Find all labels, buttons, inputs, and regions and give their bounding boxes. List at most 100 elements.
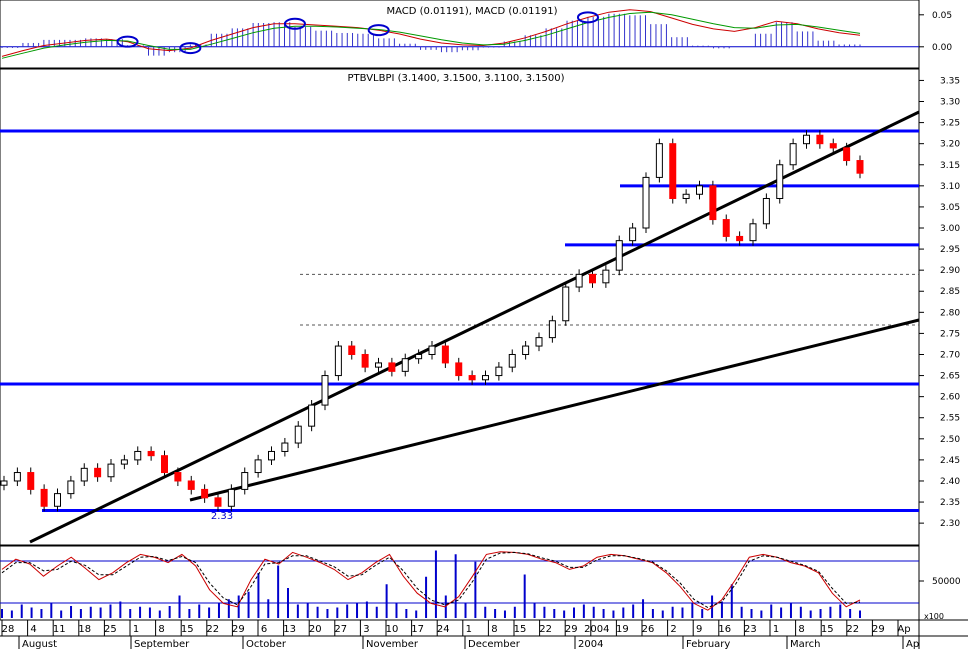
candle-body: [54, 493, 61, 507]
price-tick-label: 2.95: [940, 245, 960, 255]
trend-line-steep: [29, 110, 920, 544]
candle-body: [80, 467, 88, 482]
candle-body: [134, 450, 142, 461]
price-tick-label: 2.70: [940, 350, 960, 360]
candle-body: [348, 345, 356, 355]
day-tick-label: 29: [232, 624, 245, 635]
month-label: October: [246, 639, 287, 649]
candle-body: [562, 286, 570, 322]
price-tick-label: 2.40: [940, 477, 960, 487]
candle-body: [816, 134, 824, 145]
macd-signal-line: [1, 11, 861, 59]
day-tick-label: 15: [181, 624, 194, 635]
candle-body: [428, 345, 436, 355]
candle-body: [13, 472, 21, 482]
month-label: 2004: [578, 639, 603, 649]
day-tick-label: 24: [437, 624, 450, 635]
day-tick-label: Ap: [897, 624, 910, 635]
candle-body: [575, 273, 583, 288]
candle-body: [843, 147, 851, 162]
candle-body: [361, 353, 369, 368]
candle-body: [40, 488, 48, 507]
price-tick-label: 2.75: [940, 329, 960, 339]
candle-body: [776, 164, 784, 199]
day-tick-label: 23: [744, 624, 757, 635]
macd-title: MACD (0.01191), MACD (0.01191): [387, 6, 558, 17]
candle-body: [455, 362, 463, 377]
candle-body: [107, 463, 115, 478]
month-label: November: [366, 639, 419, 649]
price-tick-label: 3.10: [940, 182, 960, 192]
price-tick-label: 2.60: [940, 393, 960, 403]
candle-body: [334, 345, 342, 377]
candle-body: [294, 425, 302, 444]
stochastic-d-line: [1, 551, 861, 609]
volume-tick-label: 50000: [932, 577, 961, 587]
day-tick-label: 28: [2, 624, 15, 635]
candle-body: [308, 404, 316, 427]
candle-body: [241, 472, 249, 490]
candle-body: [615, 240, 623, 271]
candle-body: [803, 134, 810, 145]
day-tick-label: 29: [565, 624, 578, 635]
candle-body: [682, 193, 690, 199]
month-label: Ap: [906, 639, 919, 649]
month-label: March: [790, 639, 820, 649]
macd-crossover-marker: [576, 11, 599, 24]
candle-body: [655, 143, 663, 178]
candle-body: [27, 472, 35, 490]
candle-body: [722, 219, 730, 237]
candle-body: [388, 362, 396, 372]
candle-body: [548, 320, 556, 339]
candle-body: [468, 375, 476, 381]
day-tick-label: 19: [616, 624, 629, 635]
day-tick-label: 3: [363, 624, 369, 635]
day-tick-label: 22: [539, 624, 552, 635]
price-tick-label: 3.05: [940, 203, 960, 213]
candle-body: [482, 375, 489, 381]
day-tick-label: 15: [821, 624, 834, 635]
day-tick-label: 27: [334, 624, 347, 635]
day-tick-label: 11: [53, 624, 66, 635]
candle-body: [736, 235, 744, 242]
day-tick-label: 8: [158, 624, 164, 635]
price-title: PTBVLBPI (3.1400, 3.1500, 3.1100, 3.1500…: [348, 73, 565, 84]
stochastic-panel: [0, 550, 919, 618]
month-label: August: [22, 639, 57, 649]
candle-body: [201, 488, 209, 499]
candle-body: [120, 459, 128, 465]
price-tick-label: 3.20: [940, 140, 960, 150]
price-panel: [0, 110, 920, 544]
price-tick-label: 2.80: [940, 308, 960, 318]
day-tick-label: 16: [718, 624, 731, 635]
candle-body: [642, 176, 650, 229]
candle-body: [415, 353, 423, 360]
price-tick-label: 3.25: [940, 119, 960, 129]
day-tick-label: 22: [846, 624, 859, 635]
day-tick-label: 2: [670, 624, 676, 635]
day-tick-label: 29: [872, 624, 885, 635]
month-label: February: [686, 639, 730, 649]
day-tick-label: 1: [133, 624, 139, 635]
candle-body: [602, 269, 610, 284]
candle-body: [268, 450, 275, 461]
day-tick-label: 25: [104, 624, 117, 635]
candle-body: [174, 472, 182, 482]
price-tick-label: 2.45: [940, 456, 960, 466]
price-tick-label: 3.30: [940, 98, 960, 108]
day-tick-label: 20: [309, 624, 322, 635]
price-tick-label: 2.85: [940, 287, 960, 297]
day-tick-label: 8: [491, 624, 497, 635]
day-tick-label: 26: [642, 624, 655, 635]
candle-body: [709, 185, 717, 221]
candle-body: [214, 497, 222, 507]
candle-body: [629, 227, 637, 242]
price-tick-label: 2.30: [940, 519, 960, 529]
candle-body: [401, 358, 409, 372]
candle-body: [161, 455, 168, 474]
day-tick-label: 6: [261, 624, 267, 635]
volume-scale-label: x100: [924, 612, 944, 621]
candle-body: [669, 143, 677, 199]
